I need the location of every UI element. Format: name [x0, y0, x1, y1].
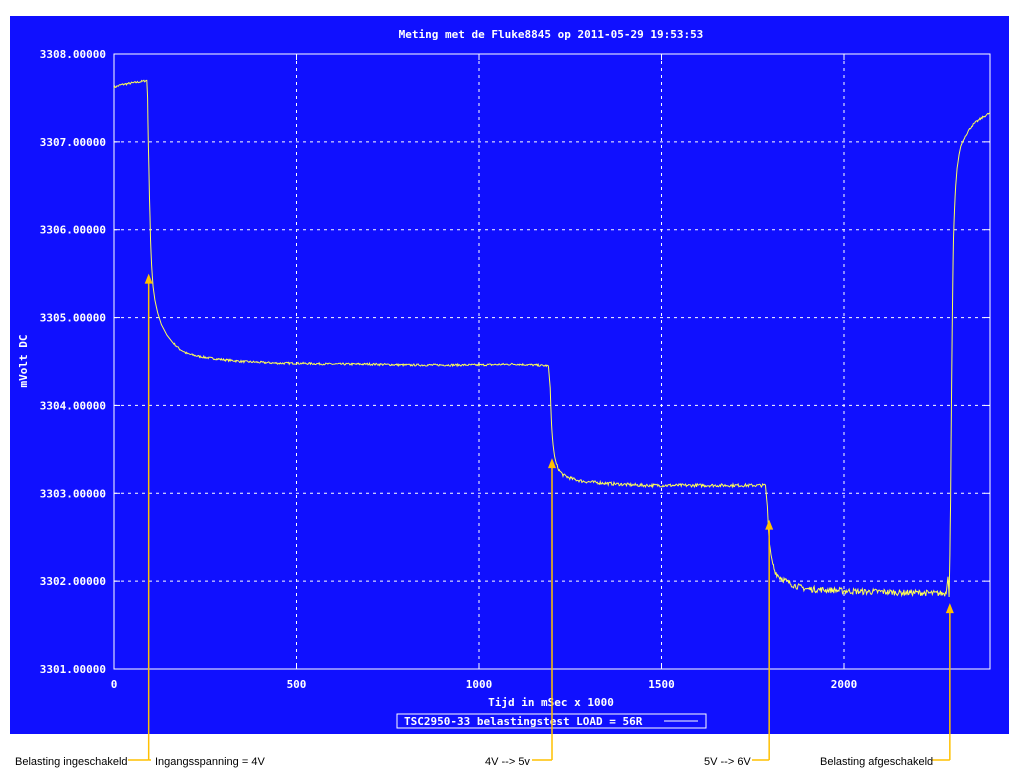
x-axis-ticks: 0 500 1000 1500 2000: [111, 54, 858, 691]
series-line-voltage: [113, 79, 991, 598]
annotation-label-belasting-ingeschakeld: Belasting ingeschakeld: [15, 756, 128, 768]
y-tick-label: 3305.00000: [40, 312, 106, 325]
x-tick-label: 0: [111, 678, 118, 691]
y-tick-label: 3306.00000: [40, 224, 106, 237]
y-tick-label: 3303.00000: [40, 487, 106, 500]
annotation-arrow-head: [144, 273, 153, 284]
x-tick-label: 500: [287, 678, 307, 691]
chart-background: [10, 16, 1009, 734]
y-tick-label: 3304.00000: [40, 399, 106, 412]
annotation-label-ingangsspanning: Ingangsspanning = 4V: [155, 756, 265, 768]
annotation-label-4v-5v: 4V --> 5v: [485, 756, 530, 768]
chart-title: Meting met de Fluke8845 op 2011-05-29 19…: [399, 28, 704, 41]
y-axis-ticks: 3301.00000 3302.00000 3303.00000 3304.00000…: [40, 48, 990, 676]
y-tick-label: 3302.00000: [40, 575, 106, 588]
y-tick-label: 3301.00000: [40, 663, 106, 676]
x-axis-label: Tijd in mSec x 1000: [488, 696, 614, 709]
annotation-label-5v-6v: 5V --> 6V: [704, 756, 751, 768]
y-tick-label: 3308.00000: [40, 48, 106, 61]
annotation-arrow-head: [945, 603, 954, 614]
annotation-arrow-head: [548, 458, 556, 469]
y-axis-label: mVolt DC: [17, 335, 30, 388]
x-tick-label: 2000: [831, 678, 858, 691]
x-tick-label: 1000: [466, 678, 493, 691]
legend-entry-label: TSC2950-33 belastingstest LOAD = 56R: [404, 715, 643, 728]
annotation-label-belasting-afgeschakeld: Belasting afgeschakeld: [820, 756, 933, 768]
grid-lines: [114, 54, 990, 669]
annotations: [128, 273, 954, 761]
annotation-arrow-head: [765, 519, 774, 530]
y-tick-label: 3307.00000: [40, 136, 106, 149]
x-tick-label: 1500: [648, 678, 675, 691]
